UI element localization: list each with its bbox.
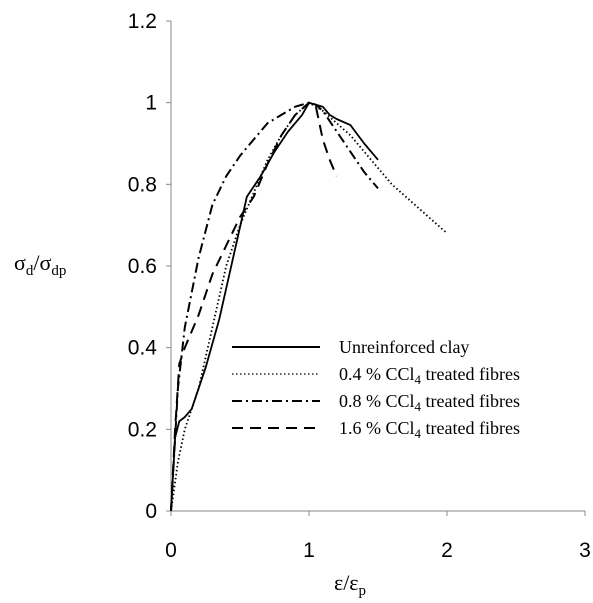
y-tick-label: 0 bbox=[145, 500, 157, 523]
y-tick-label: 0.4 bbox=[128, 337, 158, 360]
legend: Unreinforced clay 0.4 % CCl4 treated fibr… bbox=[232, 337, 520, 441]
series-line-2 bbox=[170, 101, 448, 512]
series-line-3 bbox=[170, 101, 379, 512]
x-tick-label: 1 bbox=[303, 539, 315, 562]
series-layer bbox=[170, 101, 448, 512]
legend-label-2: 0.4 % CCl4 treated fibres bbox=[339, 364, 520, 387]
legend-label-3: 0.8 % CCl4 treated fibres bbox=[339, 391, 520, 414]
axes: 0 0.2 0.4 0.6 0.8 1 1.2 0 1 2 3 bbox=[128, 10, 591, 562]
y-tick-label: 0.2 bbox=[128, 418, 157, 441]
y-tick-label: 0.8 bbox=[128, 173, 157, 196]
y-axis-label: σd/σdp bbox=[14, 250, 66, 279]
legend-label-1: Unreinforced clay bbox=[339, 337, 469, 357]
y-tick-label: 1.2 bbox=[128, 10, 157, 33]
legend-label-4: 1.6 % CCl4 treated fibres bbox=[339, 418, 520, 441]
x-tick-label: 0 bbox=[165, 539, 177, 562]
y-tick-label: 0.6 bbox=[128, 255, 157, 278]
series-line-4 bbox=[170, 101, 338, 512]
x-tick-label: 2 bbox=[441, 539, 453, 562]
x-tick-label: 3 bbox=[579, 539, 591, 562]
y-tick-label: 1 bbox=[145, 92, 157, 115]
x-axis-label: ε/εp bbox=[334, 570, 366, 599]
axis-labels: ε/εp σd/σdp bbox=[14, 250, 366, 599]
